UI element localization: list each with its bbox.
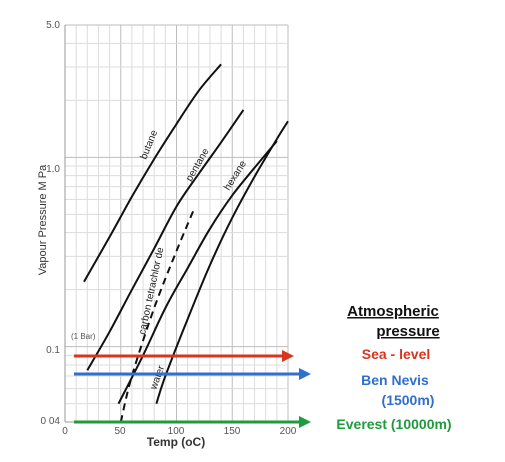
atmospheric-title-line2: pressure: [376, 323, 439, 340]
x-tick-label-200: 200: [280, 426, 297, 437]
curve-hexane: [117, 140, 278, 405]
x-tick-label-100: 100: [168, 426, 185, 437]
carbon-tetrachloride-label: carbon tetrachlor de: [137, 246, 166, 336]
everest-arrow: [74, 416, 311, 428]
curves: [83, 63, 289, 423]
pentane-label: pentane: [184, 146, 212, 183]
y-tick-label-1: 1.0: [46, 164, 60, 175]
y-axis-title: Vapour Pressure M Pa: [37, 164, 49, 275]
everest-label: Everest (10000m): [336, 416, 451, 432]
ben-nevis-label: Ben Nevis: [361, 372, 429, 388]
x-tick-label-0: 0: [62, 426, 68, 437]
y-tick-label-5: 5.0: [46, 20, 60, 31]
butane-label: butane: [139, 128, 161, 161]
grid: [64, 24, 289, 423]
atmospheric-title-line1: Atmospheric: [347, 303, 439, 320]
curve-carbon-tetrachlor-de: [119, 210, 195, 423]
ben-nevis-sublabel: (1500m): [382, 392, 435, 408]
x-tick-label-150: 150: [224, 426, 241, 437]
ben-nevis-arrow: [74, 368, 311, 380]
sea-level-label: Sea - level: [362, 346, 431, 362]
y-tick-label-0-1: 0.1: [46, 345, 60, 356]
curve-water: [155, 120, 289, 405]
y-tick-label-0-04: 0 04: [41, 416, 61, 427]
curve-butane: [83, 63, 222, 283]
curve-pentane: [86, 109, 245, 371]
x-axis-title: Temp (oC): [147, 435, 205, 449]
sea-level-arrow: [74, 350, 294, 362]
one-bar-note: (1 Bar): [71, 332, 96, 341]
x-tick-label-50: 50: [114, 426, 126, 437]
